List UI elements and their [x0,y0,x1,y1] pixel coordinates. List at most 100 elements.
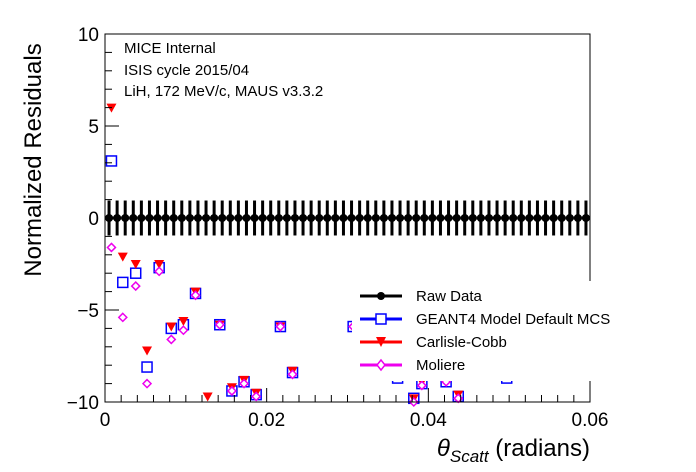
y-tick-label: 10 [78,25,99,46]
raw-data-point [153,214,162,222]
legend-label-carlisle-cobb: Carlisle-Cobb [416,334,507,351]
raw-data-point [436,214,445,222]
legend: Raw Data GEANT4 Model Default MCS Carlis… [352,281,610,381]
carlisle-cobb-point [142,346,153,356]
moliere-point [106,242,117,253]
geant4-point [141,361,153,373]
moliere-point [166,334,177,345]
data-layer [105,103,590,408]
moliere-point [226,385,237,397]
moliere-point [238,378,250,389]
moliere-point [154,266,165,277]
raw-data-point [525,214,534,222]
raw-data-point [161,214,170,222]
legend-label-geant4: GEANT4 Model Default MCS [416,311,610,328]
raw-data-point [290,214,299,222]
raw-data-point [533,214,542,222]
raw-data-point [509,214,518,222]
raw-data-point [484,214,493,222]
raw-data-point [501,214,510,222]
carlisle-cobb-point [202,392,213,402]
moliere-point [190,290,201,301]
raw-data-point [145,214,154,222]
raw-data-point [129,214,138,222]
x-tick-label: 0.02 [248,410,285,431]
y-tick-label: −5 [77,301,99,322]
raw-data-point [428,214,437,222]
x-axis-title: θScatt (radians) [437,435,590,466]
carlisle-cobb-point [166,322,177,332]
raw-data-point [404,214,413,222]
annotation-line-1: MICE Internal [124,40,216,57]
raw-data-point [258,214,267,222]
legend-entry-carlisle-cobb: Carlisle-Cobb [360,334,507,351]
raw-data-point [460,214,469,222]
raw-data-point [396,214,405,222]
raw-data-point [573,214,582,222]
axis-layer: −10 −5 0 5 10 0 0.02 0.04 0.06 [67,25,609,431]
raw-data-point [581,214,590,222]
raw-data-point [137,214,146,222]
series-3 [106,242,464,408]
raw-data-point [242,214,251,222]
legend-marker-moliere [376,358,386,372]
geant4-point [129,267,142,279]
raw-data-point [557,214,566,222]
raw-data-point [193,214,202,222]
geant4-point [105,155,118,167]
moliere-point [275,321,286,332]
raw-data-point [452,214,461,222]
legend-entry-geant4: GEANT4 Model Default MCS [360,311,610,328]
geant4-point [117,276,129,289]
moliere-point [141,378,153,389]
x-tick-label: 0.04 [410,410,447,431]
carlisle-cobb-point [130,260,141,269]
raw-data-point [549,214,558,222]
raw-data-point [177,214,186,222]
moliere-point [178,325,189,336]
raw-data-point [493,214,502,222]
raw-data-point [517,214,526,222]
raw-data-point [387,214,396,222]
x-axis-title-symbol: θ [437,435,450,462]
annotation-line-3: LiH, 172 MeV/c, MAUS v3.3.2 [124,83,323,100]
raw-data-point [468,214,477,222]
raw-data-point [323,214,332,222]
moliere-point [130,281,141,292]
raw-data-point [307,214,316,222]
raw-data-point [218,214,227,222]
moliere-point [214,319,225,330]
raw-data-point [347,214,356,222]
raw-data-point [234,214,243,222]
raw-data-point [226,214,235,222]
raw-data-point [185,214,194,222]
raw-data-point [250,214,259,222]
legend-label-raw-data: Raw Data [416,288,483,305]
legend-entry-moliere: Moliere [360,357,465,374]
y-axis-title: Normalized Residuals [20,43,47,276]
raw-data-point [444,214,453,222]
carlisle-cobb-point [178,317,189,327]
raw-data-point [379,214,388,222]
y-tick-label: −10 [67,393,99,414]
raw-data-point [476,214,485,222]
legend-marker-geant4 [375,313,387,325]
legend-label-moliere: Moliere [416,357,465,374]
annotation-line-2: ISIS cycle 2015/04 [124,62,249,79]
raw-data-point [355,214,364,222]
raw-data-point [339,214,348,222]
raw-data-point [266,214,275,222]
legend-marker-carlisle-cobb [376,337,386,347]
moliere-point [251,391,262,402]
legend-entry-raw-data: Raw Data [360,288,483,305]
carlisle-cobb-point [154,260,165,269]
raw-data-point [315,214,324,222]
raw-data-point [420,214,429,222]
raw-data-point [541,214,550,222]
y-tick-label: 0 [88,209,99,230]
moliere-point [117,312,128,323]
y-tick-label: 5 [88,117,99,138]
raw-data-point [412,214,421,222]
